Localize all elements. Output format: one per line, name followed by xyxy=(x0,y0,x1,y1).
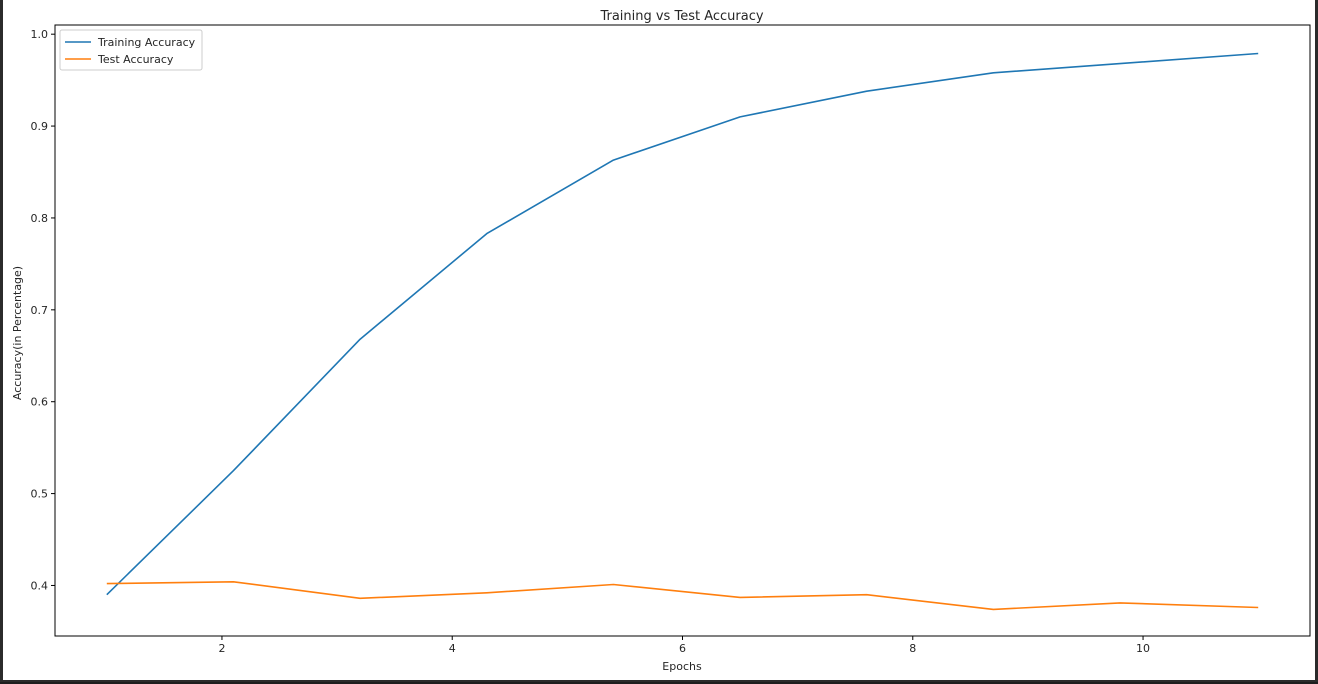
y-tick-label: 0.5 xyxy=(31,488,49,501)
x-tick-label: 2 xyxy=(218,642,225,655)
y-tick-label: 0.9 xyxy=(31,120,49,133)
legend-label: Test Accuracy xyxy=(97,53,174,66)
y-tick-label: 1.0 xyxy=(31,28,49,41)
chart-svg: Training vs Test Accuracy 2 4 6 8 10 0.40.50… xyxy=(11,9,1311,673)
legend: Training Accuracy Test Accuracy xyxy=(59,29,203,71)
x-tick-label: 4 xyxy=(449,642,456,655)
legend-items: Training Accuracy Test Accuracy xyxy=(65,36,196,66)
series-line-test-accuracy xyxy=(106,580,1259,611)
series-lines xyxy=(106,52,1259,611)
x-tick-label: 10 xyxy=(1136,642,1150,655)
chart-title: Training vs Test Accuracy xyxy=(599,9,763,24)
y-tick-label: 0.7 xyxy=(31,304,49,317)
series-line-training-accuracy xyxy=(106,52,1259,596)
y-tick-label: 0.6 xyxy=(31,396,49,409)
x-axis-ticks: 2 4 6 8 10 xyxy=(218,636,1150,655)
x-tick-label: 6 xyxy=(679,642,686,655)
x-axis-label: Epochs xyxy=(662,660,702,673)
axes-frame xyxy=(54,24,1311,637)
legend-box xyxy=(59,29,203,71)
plot-area: 2 4 6 8 10 0.4 0.5 0.6 0.7 0.8 0.9 1.0 xyxy=(31,24,1311,655)
x-tick-label: 8 xyxy=(909,642,916,655)
y-axis-label: Accuracy(in Percentage) xyxy=(11,266,24,400)
y-axis-ticks: 0.4 0.5 0.6 0.7 0.8 0.9 1.0 xyxy=(31,28,55,592)
legend-label: Training Accuracy xyxy=(97,36,196,49)
y-tick-label: 0.4 xyxy=(31,579,49,592)
y-tick-label: 0.8 xyxy=(31,212,49,225)
